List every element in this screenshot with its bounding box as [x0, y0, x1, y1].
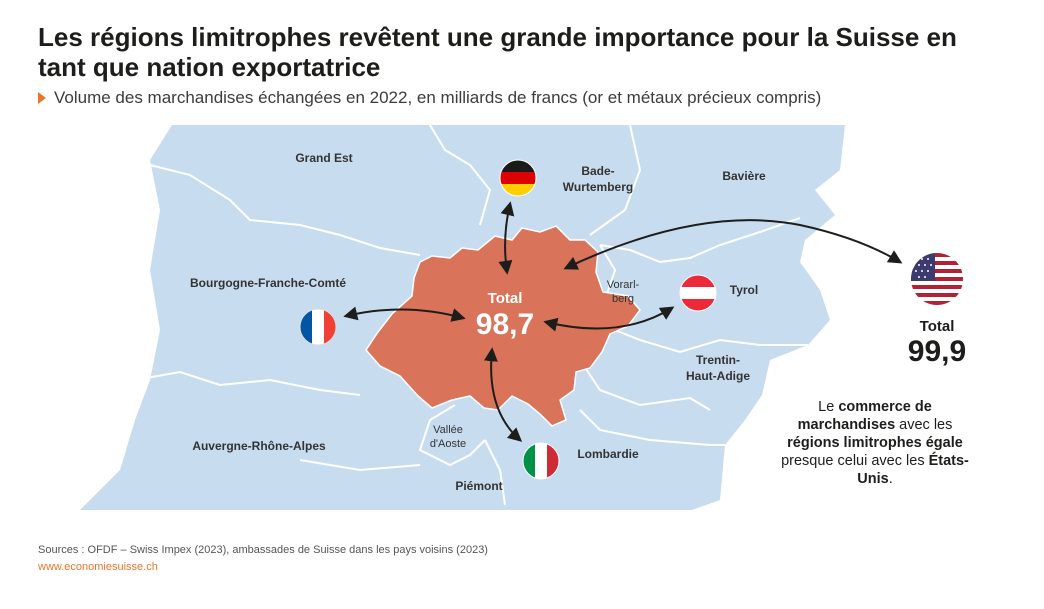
region-label-vorarlberg-2: berg — [612, 293, 634, 305]
region-label-tyrol: Tyrol — [730, 283, 758, 297]
arrow-france — [343, 306, 466, 322]
note-bold-2: régions limitrophes égale — [787, 435, 963, 451]
comparison-note: Le commerce de marchandises avec les rég… — [780, 398, 970, 488]
sources-text: Sources : OFDF – Swiss Impex (2023), amb… — [38, 544, 488, 556]
arrow-usa — [563, 219, 903, 270]
region-label-auvergne: Auvergne-Rhône-Alpes — [192, 439, 326, 453]
arrow-italy — [483, 347, 523, 442]
region-label-vorarlberg-1: Vorarl- — [607, 279, 640, 291]
region-label-aoste-1: Vallée — [433, 424, 463, 436]
note-part-2: avec les — [895, 417, 953, 433]
italy-flag-icon — [523, 443, 559, 479]
region-label-grand-est: Grand Est — [295, 151, 352, 165]
switzerland-total-value: 98,7 — [476, 308, 534, 341]
usa-total-value: 99,9 — [908, 335, 966, 368]
switzerland-shape — [365, 225, 641, 427]
austria-flag-icon — [680, 275, 716, 311]
region-label-aoste-2: d'Aoste — [430, 438, 466, 450]
france-flag-icon — [300, 309, 336, 345]
subtitle: Volume des marchandises échangées en 202… — [38, 88, 821, 108]
switzerland-total-label: Total — [488, 290, 523, 307]
website-link[interactable]: www.economiesuisse.ch — [38, 561, 158, 573]
usa-flag-icon — [911, 253, 963, 305]
trade-arrows — [343, 201, 903, 442]
note-part-4: . — [888, 471, 893, 487]
arrow-austria — [543, 306, 675, 332]
region-label-piemont: Piémont — [455, 479, 502, 493]
arrow-germany — [498, 201, 515, 275]
region-label-bade-2: Wurtemberg — [563, 180, 633, 194]
region-label-bade-1: Bade- — [581, 164, 614, 178]
germany-flag-icon — [500, 160, 536, 196]
note-part-3: presque celui avec les — [781, 453, 929, 469]
subtitle-text: Volume des marchandises échangées en 202… — [54, 88, 822, 107]
page-title: Les régions limitrophes revêtent une gra… — [38, 22, 957, 82]
region-label-bourgogne: Bourgogne-Franche-Comté — [190, 276, 346, 290]
region-label-trentin-2: Haut-Adige — [686, 369, 750, 383]
usa-total-label: Total — [920, 318, 955, 335]
triangle-arrow-icon — [38, 92, 46, 104]
note-bold-1: commerce de marchandises — [797, 399, 932, 433]
region-label-lombardie: Lombardie — [577, 447, 639, 461]
region-label-trentin-1: Trentin- — [696, 353, 740, 367]
note-bold-3: États-Unis — [857, 453, 969, 487]
region-labels: Grand Est Bade- Wurtemberg Bavière Bourg… — [190, 151, 766, 493]
region-label-baviere: Bavière — [722, 169, 766, 183]
note-part-1: Le — [818, 399, 839, 415]
